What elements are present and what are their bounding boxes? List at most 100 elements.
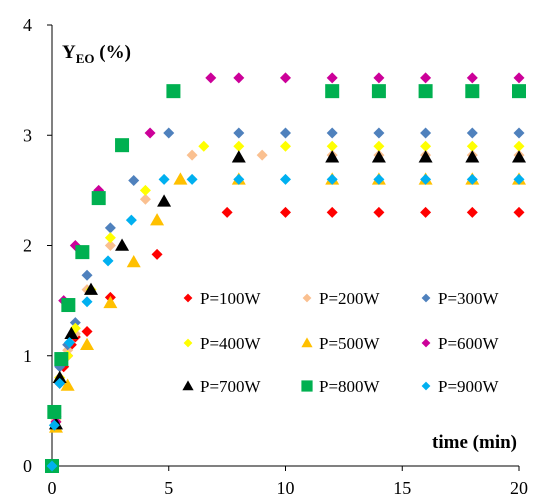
data-point <box>205 72 217 84</box>
data-point <box>158 173 170 185</box>
data-point <box>233 173 245 185</box>
series-p-900w <box>46 173 525 472</box>
x-axis-title: time (min) <box>432 432 517 453</box>
legend-marker <box>421 381 431 391</box>
x-tick-label: 0 <box>48 478 57 498</box>
data-point <box>512 150 526 163</box>
data-point <box>103 295 118 309</box>
x-tick-label: 20 <box>510 478 528 498</box>
data-point <box>126 255 141 268</box>
y-tick-label: 0 <box>23 456 32 476</box>
legend-label: P=600W <box>438 334 500 353</box>
data-point <box>75 245 90 260</box>
data-point <box>373 72 385 84</box>
data-point <box>326 206 338 218</box>
data-point <box>325 84 340 99</box>
svg-text:YEO (%): YEO (%) <box>62 42 131 66</box>
data-point <box>166 84 181 99</box>
data-point <box>371 150 386 163</box>
data-point <box>513 72 525 84</box>
data-point <box>466 72 478 84</box>
data-point <box>465 150 480 163</box>
data-point <box>513 127 525 139</box>
data-point <box>280 140 291 152</box>
legend-item-p-100w: P=100W <box>183 289 262 308</box>
data-point <box>186 173 198 185</box>
data-point <box>466 127 478 139</box>
legend-marker <box>182 380 194 391</box>
data-point <box>233 127 245 139</box>
data-point <box>54 352 69 367</box>
data-point <box>104 222 116 234</box>
data-point <box>52 370 67 384</box>
data-point <box>280 127 291 139</box>
legend-item-p-700w: P=700W <box>182 377 262 396</box>
data-point <box>418 150 433 163</box>
data-point <box>420 127 432 139</box>
series-p-200w <box>46 149 525 472</box>
data-point <box>420 173 432 185</box>
data-point <box>102 255 114 267</box>
data-point <box>326 140 338 152</box>
data-point <box>115 238 130 251</box>
legend-item-p-300w: P=300W <box>421 289 500 308</box>
data-point <box>80 337 95 350</box>
legend-marker <box>301 337 313 348</box>
y-axis-title-main: Y <box>62 42 76 63</box>
data-point <box>465 84 480 99</box>
data-point <box>54 377 66 389</box>
data-point <box>280 173 291 185</box>
data-point <box>128 174 140 186</box>
y-axis-title-sub: EO <box>76 51 95 66</box>
data-point <box>81 269 93 281</box>
data-point <box>466 140 478 152</box>
data-point <box>373 206 385 218</box>
legend: P=100W P=200W P=300W P=400W P=500W P=600W P=70… <box>182 289 500 396</box>
data-point <box>104 240 116 251</box>
data-point <box>186 149 198 161</box>
legend-marker <box>421 293 431 303</box>
x-tick-label: 15 <box>393 478 411 498</box>
data-point <box>144 127 156 139</box>
y-tick-label: 2 <box>23 236 32 256</box>
plot-area <box>45 72 526 473</box>
data-point <box>256 149 268 161</box>
x-tick-label: 5 <box>164 478 173 498</box>
data-point <box>280 206 291 218</box>
data-point <box>139 184 151 196</box>
legend-label: P=700W <box>200 377 262 396</box>
y-axis-title: YEO (%) <box>62 42 131 66</box>
data-point <box>231 150 246 163</box>
data-point <box>69 317 81 329</box>
legend-label: P=100W <box>200 289 262 308</box>
data-point <box>139 193 151 205</box>
data-point <box>513 140 525 152</box>
data-point <box>233 140 245 152</box>
data-point <box>60 378 75 391</box>
data-point <box>466 173 478 185</box>
data-point <box>373 140 385 152</box>
data-point <box>513 173 525 185</box>
legend-label: P=900W <box>438 377 500 396</box>
data-point <box>173 172 188 185</box>
legend-label: P=800W <box>319 377 381 396</box>
legend-label: P=500W <box>319 334 381 353</box>
data-point <box>371 84 386 99</box>
data-point <box>373 127 385 139</box>
data-point <box>326 127 338 139</box>
data-point <box>233 72 245 84</box>
data-point <box>513 206 525 218</box>
data-point <box>83 282 98 295</box>
y-tick-label: 1 <box>23 346 32 366</box>
y-axis-title-suffix: (%) <box>95 42 131 63</box>
x-tick-label: 10 <box>277 478 295 498</box>
legend-item-p-400w: P=400W <box>183 334 262 353</box>
y-tick-label: 4 <box>23 15 32 35</box>
data-point <box>81 296 93 308</box>
x-ticks: 0 5 10 15 20 <box>48 466 528 498</box>
data-point <box>47 404 62 419</box>
legend-item-p-900w: P=900W <box>421 377 500 396</box>
data-point <box>115 138 130 153</box>
legend-label: P=400W <box>200 334 262 353</box>
